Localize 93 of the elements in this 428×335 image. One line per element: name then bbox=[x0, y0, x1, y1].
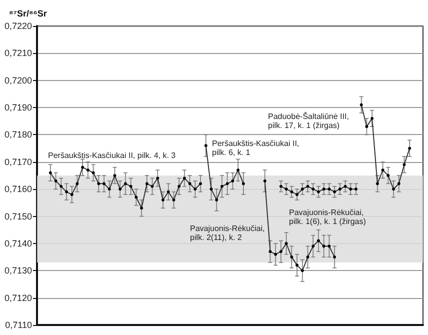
point bbox=[312, 188, 315, 191]
y-tick-label: 0,7130 bbox=[4, 266, 32, 276]
y-tick-label: 0,7180 bbox=[4, 130, 32, 140]
y-axis-title: ⁸⁷Sr/⁸⁶Sr bbox=[9, 8, 48, 18]
point bbox=[145, 182, 148, 186]
point bbox=[312, 244, 315, 248]
point bbox=[300, 188, 304, 191]
point bbox=[284, 188, 288, 191]
point bbox=[60, 184, 63, 188]
point bbox=[290, 190, 294, 194]
point bbox=[215, 198, 218, 202]
point bbox=[328, 188, 331, 191]
point bbox=[279, 184, 282, 188]
point bbox=[54, 179, 58, 182]
point bbox=[124, 182, 127, 186]
point bbox=[333, 190, 336, 194]
point bbox=[161, 198, 164, 202]
point bbox=[402, 163, 406, 166]
point bbox=[48, 171, 52, 174]
point bbox=[349, 188, 352, 191]
point bbox=[296, 193, 299, 196]
y-tick-label: 0,7120 bbox=[4, 292, 32, 303]
point bbox=[92, 171, 95, 174]
y-tick-label: 0,7140 bbox=[4, 238, 32, 248]
point bbox=[113, 174, 116, 177]
point bbox=[316, 239, 320, 242]
point bbox=[150, 184, 154, 188]
point bbox=[344, 184, 347, 188]
point bbox=[365, 125, 368, 128]
point bbox=[172, 198, 176, 202]
point bbox=[182, 176, 186, 180]
point bbox=[210, 188, 213, 191]
point bbox=[81, 166, 84, 169]
y-tick-label: 0,7220 bbox=[4, 21, 32, 31]
y-tick-label: 0,7210 bbox=[4, 48, 32, 58]
point bbox=[86, 168, 90, 172]
point bbox=[178, 184, 181, 188]
point bbox=[268, 250, 272, 254]
point bbox=[381, 168, 384, 172]
point bbox=[370, 116, 374, 120]
point bbox=[220, 184, 224, 188]
y-tick-label: 0,7190 bbox=[4, 102, 32, 113]
point bbox=[199, 182, 202, 186]
series-label: Peršaukštis-Kasčiukai II, pilk. 4, k. 3 bbox=[48, 151, 176, 160]
point bbox=[108, 188, 111, 191]
point bbox=[226, 182, 229, 186]
series-label: Peršaukštis-Kasčiukai II, pilk. 6, k. 1 bbox=[212, 139, 300, 157]
point bbox=[354, 188, 358, 191]
point bbox=[97, 182, 100, 186]
point bbox=[274, 252, 278, 256]
point bbox=[76, 182, 79, 186]
point bbox=[333, 256, 336, 259]
point bbox=[118, 188, 122, 191]
point bbox=[408, 146, 412, 150]
point bbox=[322, 244, 326, 248]
point bbox=[156, 176, 160, 180]
point bbox=[322, 188, 326, 191]
point bbox=[386, 174, 390, 177]
y-tick-label: 0,7110 bbox=[5, 320, 32, 330]
point bbox=[306, 184, 310, 188]
point bbox=[140, 206, 144, 210]
y-tick-label: 0,7170 bbox=[4, 156, 32, 167]
point bbox=[231, 179, 234, 182]
point bbox=[397, 182, 400, 186]
point bbox=[102, 182, 106, 186]
point bbox=[328, 244, 331, 248]
point bbox=[129, 184, 132, 188]
point bbox=[284, 242, 288, 245]
point bbox=[376, 182, 379, 186]
point bbox=[338, 188, 342, 191]
point bbox=[166, 190, 170, 194]
series-label: Pavajuonis-Rėkučiai, pilk. 2(11), k. 2 bbox=[190, 224, 265, 242]
point bbox=[242, 182, 245, 186]
series-label: Pavajuonis-Rėkučiai, pilk. 1(6), k. 1 (žirgas) bbox=[289, 208, 366, 226]
point bbox=[316, 190, 320, 194]
point bbox=[300, 269, 304, 272]
point bbox=[296, 264, 299, 267]
point bbox=[392, 188, 396, 191]
point bbox=[360, 103, 363, 106]
point bbox=[64, 190, 68, 194]
y-tick-label: 0,7160 bbox=[4, 184, 32, 194]
y-tick-label: 0,7200 bbox=[4, 75, 32, 86]
point bbox=[236, 168, 240, 172]
point bbox=[188, 182, 192, 186]
point bbox=[70, 193, 74, 196]
series-label: Paduobė-Šaltaliūnė III, pilk. 17, k. 1 (žirgas) bbox=[268, 112, 349, 130]
y-tick-label: 0,7150 bbox=[4, 211, 32, 222]
point bbox=[204, 144, 208, 148]
point bbox=[194, 188, 197, 191]
point bbox=[290, 256, 294, 259]
point bbox=[306, 256, 310, 259]
point bbox=[263, 179, 266, 182]
point bbox=[279, 250, 282, 254]
